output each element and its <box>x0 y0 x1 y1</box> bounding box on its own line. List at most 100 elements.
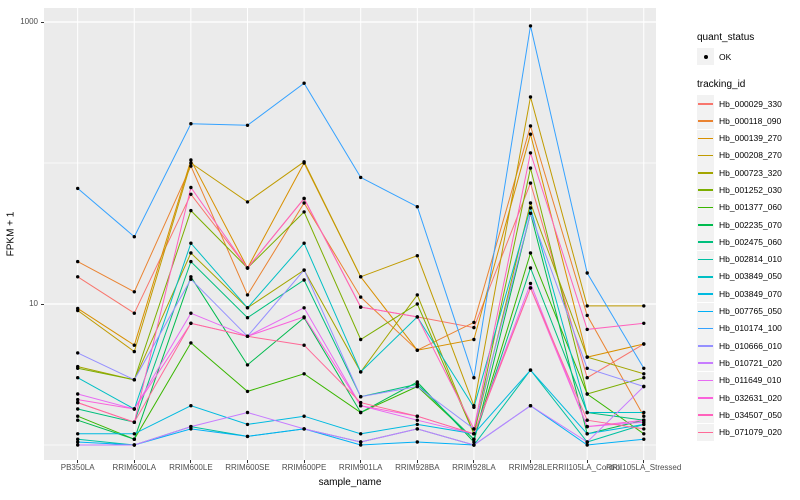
legend-key-line-icon <box>697 267 714 285</box>
x-tick-mark <box>246 460 248 463</box>
legend-key-line-icon <box>697 250 714 268</box>
data-point <box>528 132 533 136</box>
legend-key-line-icon <box>697 285 714 303</box>
data-point <box>415 293 419 297</box>
legend-item-label: Hb_007765_050 <box>719 306 782 317</box>
data-point <box>189 321 193 325</box>
data-point <box>585 366 589 370</box>
data-point <box>245 266 250 270</box>
data-point <box>132 437 136 441</box>
data-point <box>132 420 136 424</box>
data-point <box>189 275 193 279</box>
legend-item-Hb_001252_030: Hb_001252_030 <box>697 181 782 199</box>
x-tick-mark <box>303 460 305 463</box>
data-point <box>585 410 589 415</box>
x-tick-mark <box>473 460 475 463</box>
x-tick-label: RRIM928LA <box>452 463 496 472</box>
data-point <box>585 304 589 308</box>
x-tick-mark <box>190 460 192 463</box>
data-point <box>528 206 533 210</box>
legend-item-Hb_003849_070: Hb_003849_070 <box>697 285 782 303</box>
data-point <box>245 434 250 439</box>
data-point <box>189 311 193 315</box>
data-point <box>528 95 533 99</box>
data-point <box>528 181 533 185</box>
data-point <box>76 400 80 405</box>
x-tick-mark <box>643 460 645 463</box>
legend-item-Hb_000139_270: Hb_000139_270 <box>697 129 782 147</box>
data-point <box>585 418 589 422</box>
legend-key-line-icon <box>697 233 714 251</box>
data-point <box>642 366 646 370</box>
data-point <box>415 315 419 319</box>
legend-key-line-icon <box>697 354 714 372</box>
data-point <box>132 343 136 347</box>
legend-item-Hb_071079_020: Hb_071079_020 <box>697 423 782 441</box>
x-tick-mark <box>77 460 79 463</box>
data-point <box>189 192 193 196</box>
data-point <box>585 432 589 436</box>
data-point <box>528 24 533 28</box>
data-point <box>472 437 476 441</box>
data-point <box>245 410 250 415</box>
legend-item-label: Hb_000139_270 <box>719 133 782 144</box>
data-point <box>528 166 533 170</box>
data-point <box>472 337 476 342</box>
data-point <box>359 400 363 405</box>
legend-item-label: Hb_001377_060 <box>719 202 782 213</box>
data-point <box>245 123 250 128</box>
data-point <box>472 405 476 409</box>
data-point <box>585 355 589 359</box>
data-point <box>189 158 193 162</box>
data-point <box>302 241 306 245</box>
data-point <box>472 427 476 431</box>
ok-point-icon <box>697 48 714 65</box>
data-point <box>76 437 80 441</box>
data-point <box>585 376 589 380</box>
data-point <box>76 418 80 422</box>
y-tick-mark <box>41 303 44 305</box>
data-point <box>642 432 646 436</box>
x-tick-label: PB350LA <box>60 463 95 472</box>
data-point <box>302 372 306 376</box>
legend-tracking-id-title: tracking_id <box>697 79 746 90</box>
data-point <box>189 277 193 281</box>
data-point <box>528 151 533 155</box>
plot-panel <box>44 8 656 460</box>
data-point <box>415 422 419 427</box>
legend-item-label: Hb_000208_270 <box>719 150 782 161</box>
data-point <box>585 327 589 332</box>
data-point <box>415 254 419 258</box>
data-point <box>302 81 306 85</box>
legend-key-line-icon <box>697 146 714 164</box>
x-tick-label: RRIM600PE <box>281 463 327 472</box>
x-tick-mark <box>360 460 362 463</box>
data-point <box>642 427 646 431</box>
data-point <box>528 211 533 215</box>
legend-key-line-icon <box>697 371 714 389</box>
data-point <box>585 392 589 396</box>
data-point <box>245 293 250 297</box>
legend-item-label: Hb_010666_010 <box>719 340 782 351</box>
data-point <box>359 443 363 447</box>
data-point <box>76 186 80 191</box>
data-point <box>528 266 533 270</box>
data-point <box>189 251 193 255</box>
data-point <box>132 432 136 436</box>
data-point <box>132 290 136 294</box>
data-point <box>585 443 589 447</box>
data-point <box>76 392 80 396</box>
legend-quant-status-label: OK <box>719 51 732 62</box>
legend-item-Hb_002814_010: Hb_002814_010 <box>697 250 782 268</box>
x-tick-mark <box>416 460 418 463</box>
y-tick-label: 1000 <box>20 17 38 26</box>
data-point <box>585 313 589 318</box>
data-point <box>585 271 589 275</box>
data-point <box>359 404 363 408</box>
data-point <box>359 295 363 299</box>
data-point <box>528 124 533 128</box>
data-point <box>245 334 250 338</box>
data-point <box>642 410 646 415</box>
data-point <box>359 410 363 415</box>
data-point <box>415 384 419 389</box>
